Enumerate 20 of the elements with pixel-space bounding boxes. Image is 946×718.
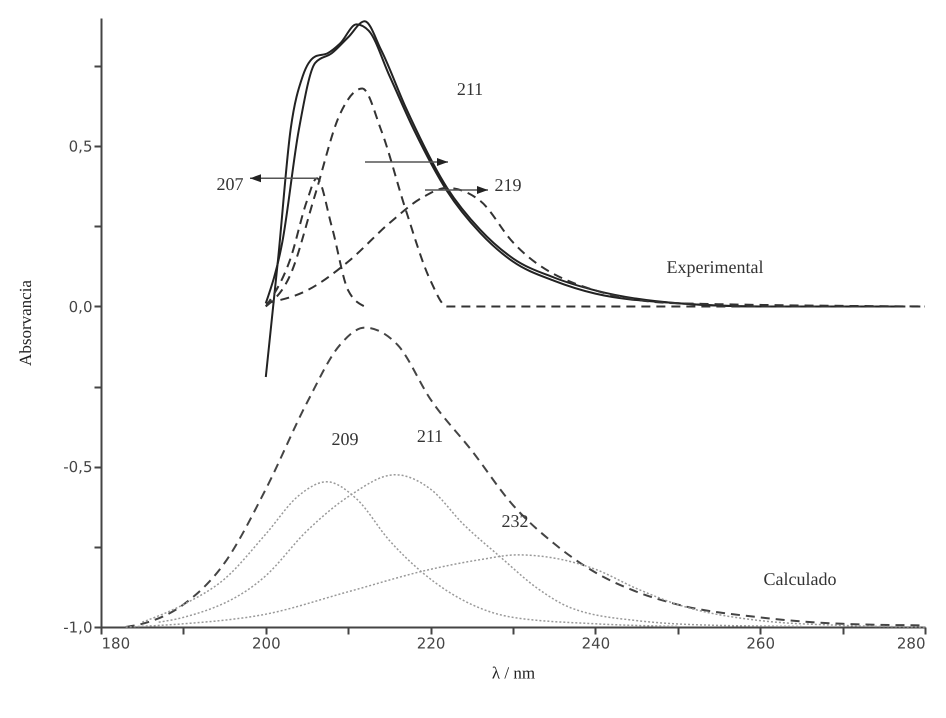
x-tick-label: 200 (252, 634, 281, 652)
y-tick-label: -0,5 (63, 458, 92, 476)
y-axis-title: Absorvancia (16, 280, 36, 366)
x-tick-label: 220 (416, 634, 446, 652)
x-axis-title: λ / nm (492, 664, 536, 682)
annotation: 219 (494, 175, 522, 195)
y-tick-label: 0,5 (68, 138, 92, 156)
annotation: Experimental (666, 257, 764, 277)
annotation: 207 (216, 174, 244, 194)
x-tick-label: 180 (102, 634, 130, 652)
annotation: 211 (416, 426, 444, 446)
x-tick-label: 260 (746, 634, 776, 652)
x-tick-label: 280 (896, 634, 926, 652)
annotation: Calculado (764, 569, 836, 589)
y-tick-label: 0,0 (68, 298, 92, 316)
y-tick-label: -1,0 (63, 618, 92, 636)
annotation: 209 (332, 429, 358, 449)
annotation: 232 (502, 511, 528, 531)
annotation: 211 (456, 79, 484, 99)
x-tick-label: 240 (582, 634, 610, 652)
